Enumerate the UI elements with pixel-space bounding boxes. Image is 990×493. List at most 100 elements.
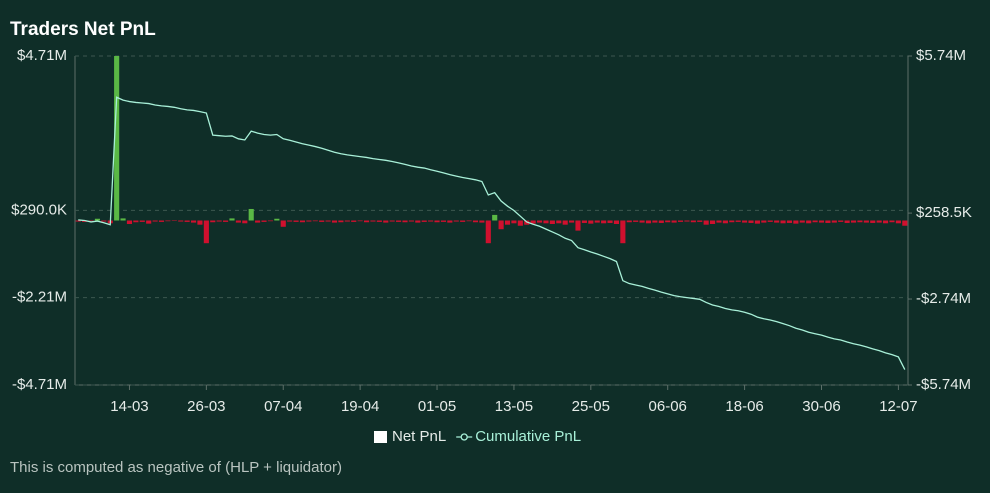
bar [658,220,664,223]
bar [831,220,837,223]
footnote: This is computed as negative of (HLP + l… [10,459,342,476]
bar [722,220,728,224]
x-tick-label: 07-04 [264,398,302,415]
bar [287,220,293,222]
x-tick-label: 26-03 [187,398,225,415]
bar [261,220,267,222]
legend-marker [460,433,468,441]
bar [402,220,408,223]
bar [671,220,677,223]
x-tick-label: 13-05 [495,398,533,415]
bar [408,220,414,222]
bar [620,220,626,244]
bar [883,220,889,224]
bar [274,218,280,221]
bar [94,218,100,221]
bar [440,220,447,222]
bar [780,220,786,224]
chart-title: Traders Net PnL [10,19,156,40]
bar [812,220,818,223]
y-tick-label: $290.0K [11,201,67,218]
bar [383,220,389,223]
bar [902,220,908,226]
bar [652,220,658,223]
bar [101,220,107,222]
bar [498,220,504,230]
bar [562,220,568,225]
bar [396,220,402,222]
bar [742,220,748,223]
bar [248,208,254,221]
bar [421,220,427,222]
y-tick-label: $4.71M [17,47,67,64]
bar [735,220,741,222]
bar [511,220,517,224]
y2-tick-label: $258.5K [916,204,972,221]
x-tick-label: 30-06 [802,398,840,415]
bar [556,220,562,224]
bar [120,218,126,221]
bar [357,220,363,222]
bar [319,220,325,222]
bar [639,220,645,223]
bar [838,220,844,222]
bar [690,220,696,223]
y-tick-label: -$2.21M [12,289,67,306]
bar [338,220,344,223]
bar [601,220,607,224]
bar [575,220,581,231]
bar [748,220,754,223]
bar [88,220,94,222]
bar [152,220,158,222]
bar [472,220,479,223]
bar [184,220,190,222]
bar [863,220,869,223]
bar [703,220,709,225]
bar [434,220,440,223]
bar [376,220,382,222]
bar [761,220,767,223]
bar [299,220,306,223]
bar [850,220,857,223]
bar [428,220,434,222]
bar [171,220,177,221]
x-tick-label: 25-05 [572,398,610,415]
legend-label: Cumulative PnL [475,428,581,445]
bar [133,220,139,223]
bar [389,220,395,222]
bar [588,220,594,224]
bar [415,220,421,223]
bar [754,220,760,224]
bar [267,220,273,222]
bar [684,220,690,222]
legend-label: Net PnL [392,428,446,445]
bar [626,220,632,223]
bar [492,214,498,221]
bar [857,220,863,223]
bar [569,220,575,223]
bar [504,220,511,225]
bar [312,220,318,222]
bar [460,220,466,222]
y2-tick-label: -$5.74M [916,376,971,393]
bar [363,220,370,223]
bar [466,220,472,222]
bar [799,220,805,223]
bar [677,220,684,222]
bar [633,220,639,222]
bar [242,220,248,224]
bar [216,220,222,222]
bar [280,220,286,227]
x-tick-label: 06-06 [649,398,687,415]
bar [786,220,793,223]
bar [710,220,716,224]
x-tick-label: 18-06 [725,398,763,415]
bar [197,220,203,225]
bar [331,220,338,223]
bar [306,220,312,222]
bar [665,220,671,223]
bar [344,220,350,222]
bar [876,220,882,223]
bar [889,220,895,223]
